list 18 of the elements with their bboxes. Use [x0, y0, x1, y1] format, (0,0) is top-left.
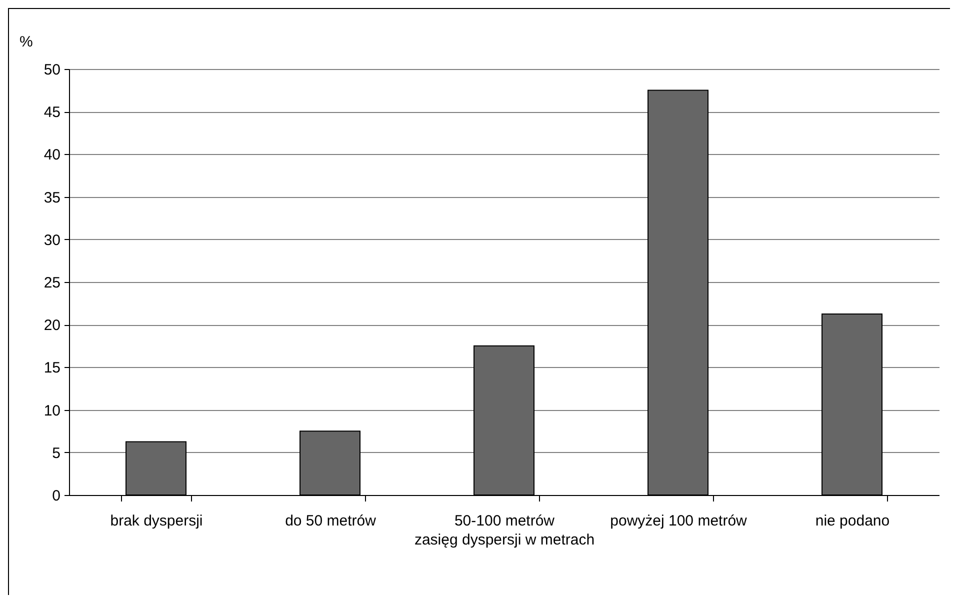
y-tick-label: 10 — [44, 402, 60, 420]
x-tick-label: do 50 metrów — [285, 512, 376, 530]
x-tick-label: powyżej 100 metrów — [610, 512, 748, 530]
y-tick-label: 0 — [52, 488, 60, 504]
y-tick-label: 35 — [44, 189, 60, 206]
y-tick-label: 20 — [44, 317, 60, 334]
y-tick-label: 30 — [44, 232, 60, 249]
x-tick-label: brak dyspersji — [110, 512, 203, 530]
x-axis-title: zasięg dyspersji w metrach — [414, 532, 595, 548]
y-tick-label: 50 — [44, 62, 60, 78]
y-tick-label: 45 — [44, 104, 60, 122]
y-tick-label: 15 — [44, 360, 60, 377]
y-tick-label: 5 — [52, 444, 60, 462]
y-tick-label: 25 — [44, 274, 60, 292]
y-tick-label: 40 — [44, 146, 60, 164]
x-tick-label: nie podano — [815, 512, 890, 530]
y-axis-title: % — [20, 34, 33, 50]
x-tick-label: 50-100 metrów — [454, 512, 555, 530]
